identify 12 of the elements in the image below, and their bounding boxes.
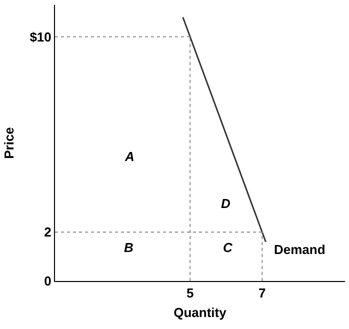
- x-tick-label: 5: [186, 286, 194, 301]
- annotation: B: [124, 240, 134, 255]
- annotation: A: [124, 149, 134, 164]
- annotation: C: [223, 240, 233, 255]
- y-tick-label: 2: [44, 224, 52, 240]
- y-axis-title: Price: [2, 127, 17, 159]
- x-axis-title: Quantity: [174, 305, 228, 320]
- y-tick-label: $10: [30, 29, 52, 44]
- series-label: Demand: [274, 242, 326, 257]
- annotation: D: [221, 196, 231, 211]
- y-tick-label: 0: [44, 274, 52, 289]
- x-tick-label: 7: [258, 286, 266, 301]
